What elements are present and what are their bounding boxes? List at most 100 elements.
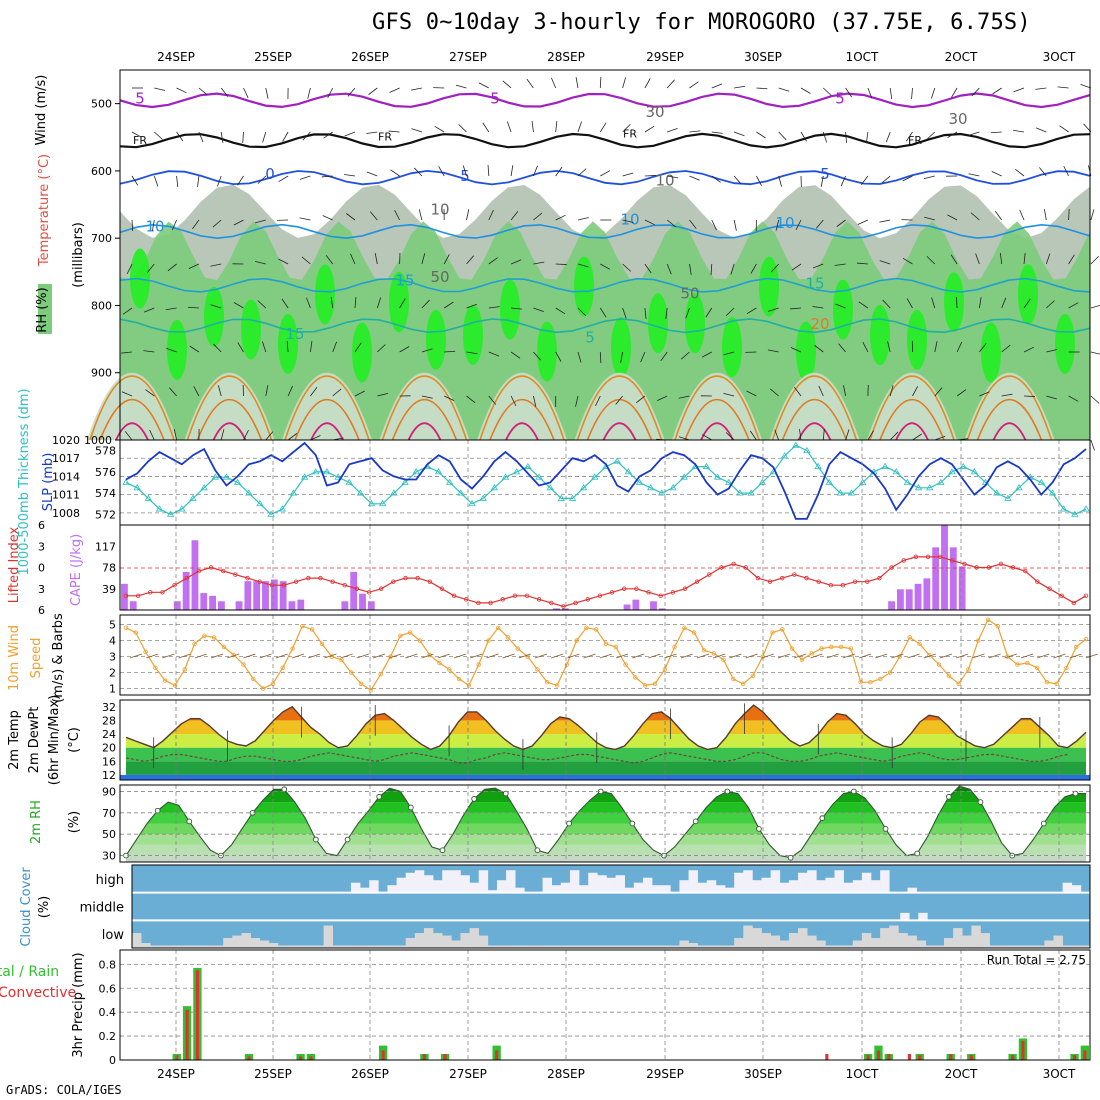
wind-speed-point [642,683,648,688]
wind-barb [533,307,544,312]
cape-tick-label: 39 [102,583,116,596]
wind-barb-10m [1085,653,1098,659]
thickness-point [278,505,286,512]
cloud-low-bar [524,945,534,948]
wind-barb [302,131,311,141]
wind-barb [734,85,746,89]
contour-label: 15 [285,325,304,343]
lifted-point [962,561,967,567]
lifted-point [1035,579,1040,584]
wind-barb [879,219,891,223]
wind-barb [466,351,478,355]
thickness-point [937,478,945,485]
cloud-low-bar [204,945,215,948]
thickness-point [658,489,666,496]
cloud-low-bar [962,935,972,948]
wind-barb [1001,393,1013,397]
thickness-point [669,484,677,491]
wind-barb [665,307,668,319]
wind-barb [323,131,333,139]
thickness-point [245,489,253,496]
lifted-point [792,572,797,577]
thickness-point [881,462,889,469]
wind-barb [968,131,980,136]
wind-speed-point [309,627,315,632]
wind-barb-10m [178,653,191,659]
temp-tick-label: 20 [102,742,116,755]
wind-speed-point [1034,665,1040,670]
wind-barb [220,87,229,97]
cloud-low-bar [597,945,607,948]
wind-speed-point [1074,644,1079,650]
wind-barb [327,87,334,98]
wind-barb [376,297,382,309]
lifted-point [1083,593,1089,599]
lifted-point [877,575,882,581]
wind-ylabel-1: 10m Wind [7,625,22,691]
upper-air-panel: 5 5 5 FR FR FR FR 0 5 5 10 10 10 15 15 15 5 20 50 50 10 10 30 3… [34,69,1100,452]
cloud-low-bar [132,933,142,948]
cloud-low-bar [533,945,543,948]
rh-tick-label: 50 [102,828,116,841]
wind-barb [577,351,582,363]
wind-barb [197,175,200,187]
wind-barb [885,131,891,143]
cape-bar [173,601,181,610]
wind-barb [131,175,139,186]
cloud-low-bar [889,925,899,948]
lifted-point [865,579,870,584]
wind-barb [931,297,936,309]
wind-barb [577,263,589,268]
contour-label: 5 [820,165,830,183]
wind-barb [154,131,163,140]
cloud-low-bar [606,945,616,948]
cloud-low-bar [752,928,762,948]
wind-barb-10m [324,653,337,659]
wind-barb [657,395,668,402]
cape-lifted-panel: 6 3 0 3 6 39 78 117 Lifted Index CAPE (J/kg) [7,519,1091,617]
wind-barb [126,263,133,275]
wind-speed-point [260,686,266,691]
slp-tick-label: 1008 [52,507,80,520]
temp-contour-25 [879,398,945,441]
wind-speed-point [956,681,961,686]
wind-barb [366,171,378,177]
cape-bar [905,589,913,610]
precip-tick-label: 0 [109,1054,116,1067]
thickness-point [1048,489,1057,496]
temp-contour-20 [966,375,1053,441]
lifted-point [269,583,275,588]
precip-convective-bar [907,1054,911,1060]
wind-speed-point [202,633,207,638]
wind-barb [368,87,378,95]
wind-barb [947,131,958,138]
wind-barb [217,175,222,187]
thickness-point [635,478,644,485]
temp-band [126,747,1086,762]
wind-barb [255,260,266,265]
wind-barb-10m [648,653,661,659]
temp-contour-20 [284,375,370,441]
cloud-low-bar [469,928,480,948]
lifted-point [123,593,129,599]
date-label-bottom: 28SEP [547,1067,585,1081]
wind-speed-point [564,662,570,667]
wind-barb [867,430,874,441]
contour-label: 10 [775,214,794,232]
wind-barb [889,87,893,99]
cloud-low-bar [341,945,352,948]
wind-barb [911,87,913,99]
wind-barb [531,121,534,133]
lifted-point [512,593,518,599]
cloud-low-bar [387,945,397,948]
cape-bar [958,566,966,610]
wind-barb [1057,86,1069,89]
precip-convective-bar [381,1050,385,1060]
cloud-ylabel-2: (%) [37,896,52,919]
wind-barb [822,131,828,143]
wind-ylabel-3: (m/s) & Barbs [51,613,66,703]
wind-barb [421,348,433,353]
thickness-point [166,510,175,517]
lifted-point [488,600,493,606]
wind-speed-point [995,624,1001,629]
